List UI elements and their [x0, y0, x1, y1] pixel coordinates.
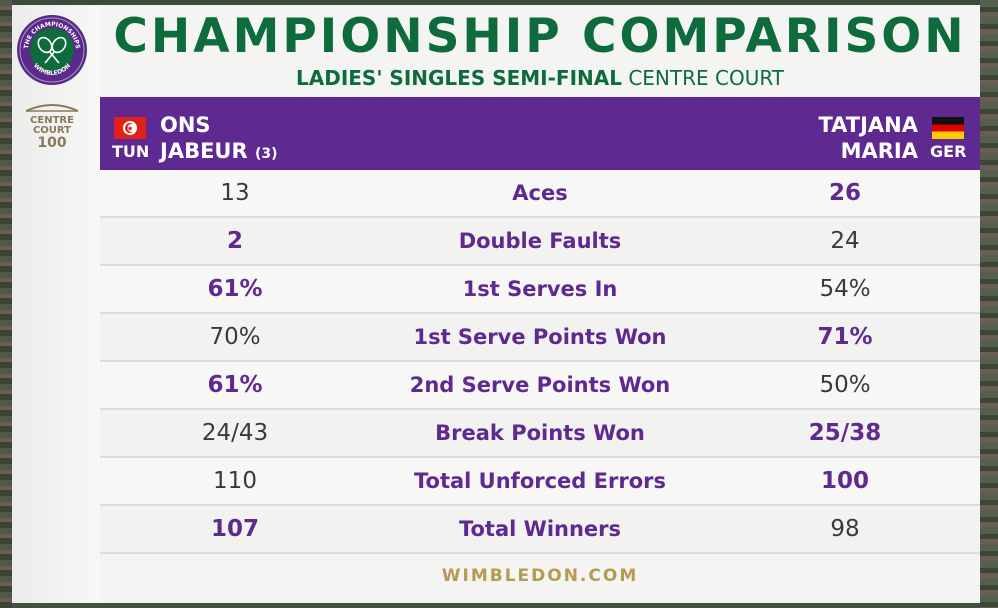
centre-court-year: 100	[37, 135, 67, 151]
centre-court-100-logo: CENTRE COURT 100	[20, 101, 84, 151]
left-player-value: 24/43	[201, 420, 269, 446]
header: CHAMPIONSHIP COMPARISON LADIES' SINGLES …	[100, 5, 980, 97]
stat-row: 24/43 Break Points Won 25/38	[100, 410, 980, 458]
stat-row: 110 Total Unforced Errors 100	[100, 458, 980, 506]
page-title: CHAMPIONSHIP COMPARISON	[113, 9, 967, 64]
left-player-value: 110	[213, 468, 257, 494]
right-player-value: 26	[828, 180, 861, 206]
left-player-value: 13	[220, 180, 250, 206]
left-player-seed: (3)	[254, 146, 278, 162]
left-player-last-name: JABEUR	[160, 139, 248, 163]
logo-column: THE CHAMPIONSHIPS WIMBLEDON CENTRE COURT	[12, 5, 100, 603]
stat-label: 1st Serves In	[462, 277, 618, 301]
comparison-panel: THE CHAMPIONSHIPS WIMBLEDON CENTRE COURT	[12, 5, 980, 603]
stat-row: 61% 1st Serves In 54%	[100, 266, 980, 314]
subtitle-court: CENTRE COURT	[621, 66, 784, 90]
left-player-country-code: TUN	[112, 142, 150, 161]
stat-label: 1st Serve Points Won	[413, 325, 667, 349]
stat-label: 2nd Serve Points Won	[409, 373, 671, 397]
stat-row: 107 Total Winners 98	[100, 506, 980, 554]
centre-court-line2: COURT	[32, 125, 72, 136]
players-bar: TUN ONS JABEUR (3) TATJANA MARIA GER	[100, 97, 980, 170]
footer-url: WIMBLEDON.COM	[441, 566, 639, 586]
right-player-country-code: GER	[930, 142, 967, 161]
stat-label: Total Unforced Errors	[414, 469, 666, 493]
crowd-background-left	[0, 0, 12, 608]
left-player-value: 70%	[209, 324, 261, 350]
right-player-value: 54%	[819, 276, 871, 302]
germany-flag-icon	[932, 117, 964, 139]
stats-table: 13 Aces 26 2 Double Faults 24 61% 1st Serves In…	[100, 170, 980, 554]
right-player-value: 100	[820, 468, 869, 494]
stat-label: Break Points Won	[435, 421, 645, 445]
right-player-last-name: MARIA	[840, 139, 918, 163]
stat-row: 2 Double Faults 24	[100, 218, 980, 266]
right-player-value: 71%	[817, 324, 873, 350]
left-player-value: 107	[210, 516, 259, 542]
stat-label: Double Faults	[458, 229, 622, 253]
tunisia-flag-icon	[114, 117, 146, 139]
crossed-rackets-icon: THE CHAMPIONSHIPS WIMBLEDON	[19, 17, 85, 83]
right-player-value: 24	[830, 228, 860, 254]
centre-court-line1: CENTRE	[30, 115, 74, 126]
stat-row: 70% 1st Serve Points Won 71%	[100, 314, 980, 362]
right-player-first-name: TATJANA	[818, 113, 918, 137]
stat-row: 61% 2nd Serve Points Won 50%	[100, 362, 980, 410]
roof-icon	[25, 104, 79, 112]
crowd-background-right	[980, 0, 998, 608]
right-player-value: 50%	[819, 372, 871, 398]
left-player-first-name: ONS	[160, 113, 211, 137]
left-player-value: 2	[226, 228, 243, 254]
championships-logo: THE CHAMPIONSHIPS WIMBLEDON	[17, 15, 87, 85]
left-player-value: 61%	[207, 276, 263, 302]
right-player-value: 25/38	[808, 420, 882, 446]
right-player-value: 98	[830, 516, 860, 542]
stat-label: Total Winners	[458, 517, 622, 541]
stat-label: Aces	[512, 181, 568, 205]
left-player-last-name-line: JABEUR (3)	[160, 139, 278, 167]
stat-row: 13 Aces 26	[100, 170, 980, 218]
match-subtitle: LADIES' SINGLES SEMI-FINAL CENTRE COURT	[100, 65, 980, 91]
left-player-value: 61%	[207, 372, 263, 398]
subtitle-round: LADIES' SINGLES SEMI-FINAL	[296, 66, 622, 90]
